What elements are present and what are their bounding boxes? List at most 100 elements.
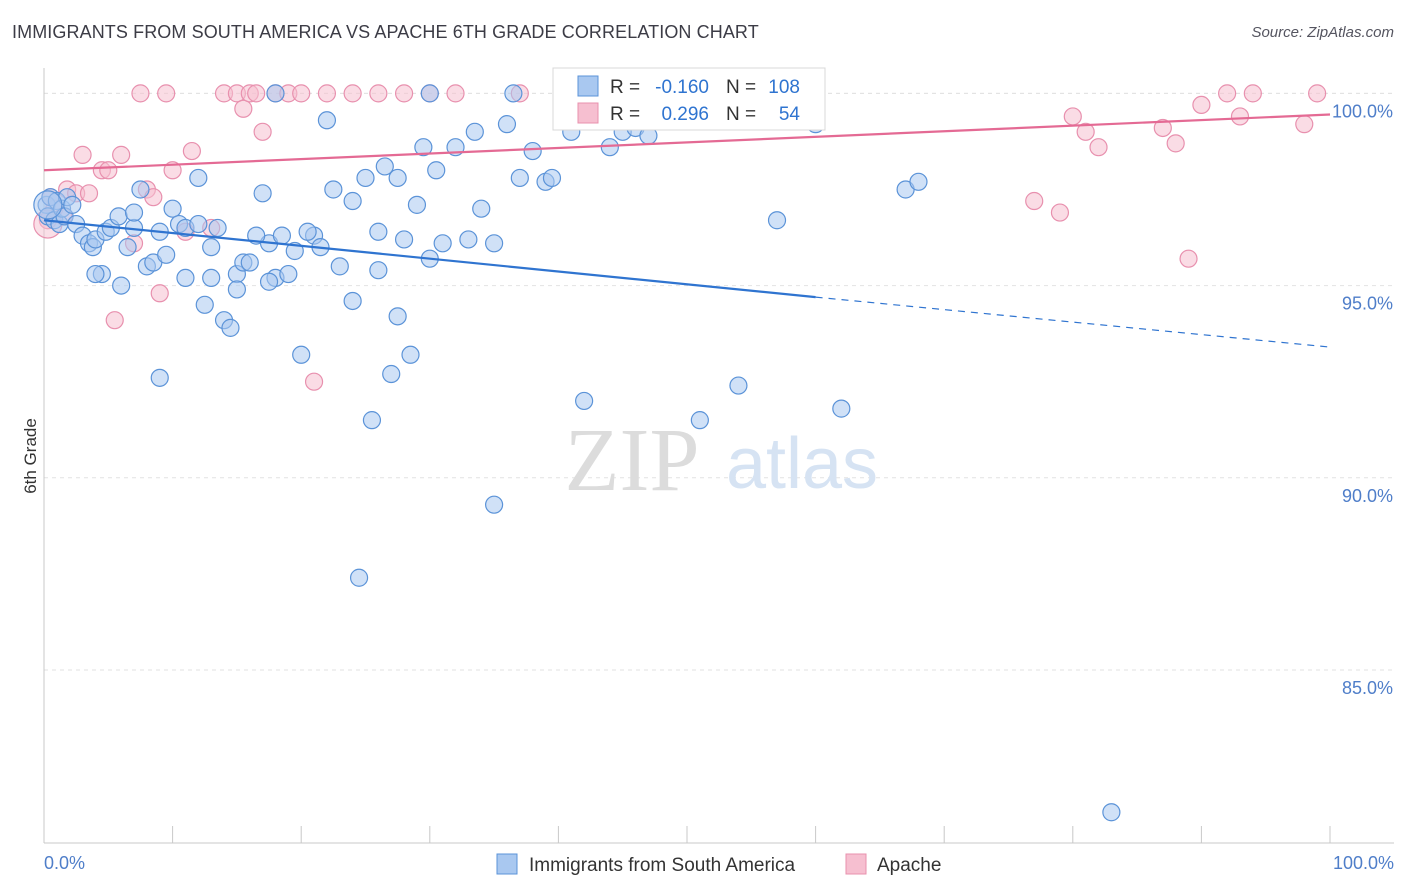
south-america-point <box>33 190 63 220</box>
apache-point <box>343 84 362 103</box>
x-axis-ticks <box>43 826 1331 843</box>
legend-label-apache: Apache <box>877 855 941 876</box>
apache-point <box>1089 138 1108 157</box>
apache-point <box>1179 249 1198 268</box>
south-america-point <box>382 364 401 384</box>
south-america-point <box>189 168 208 188</box>
y-tick-label: 95.0% <box>1342 294 1393 314</box>
legend-swatch-pink <box>577 102 599 124</box>
south-america-point <box>324 180 343 199</box>
south-america-point <box>272 226 292 245</box>
apache-point <box>1218 84 1237 103</box>
legend-swatch-south-america <box>496 853 518 875</box>
south-america-point <box>157 245 176 264</box>
apache-point <box>394 84 414 103</box>
apache-point <box>1076 122 1095 141</box>
south-america-point <box>150 368 169 387</box>
south-america-point <box>909 172 928 191</box>
source-credit: Source: ZipAtlas.com <box>1251 24 1394 41</box>
south-america-point <box>343 191 362 211</box>
grid-lines <box>44 92 1394 671</box>
legend-label-south-america: Immigrants from South America <box>529 855 796 876</box>
legend-n-value: 108 <box>768 77 800 98</box>
apache-point <box>150 284 169 303</box>
south-america-point <box>497 115 517 134</box>
apache-point <box>99 161 118 180</box>
series-legend: Immigrants from South America Apache <box>496 853 941 876</box>
south-america-point <box>86 264 105 284</box>
apache-point <box>247 84 266 103</box>
apache-point <box>131 84 150 103</box>
south-america-point <box>465 122 484 141</box>
south-america-point <box>298 222 317 241</box>
apache-point <box>1230 107 1250 126</box>
apache-point <box>446 84 465 103</box>
south-america-point <box>189 214 208 234</box>
south-america-point <box>427 161 446 180</box>
apache-point <box>369 84 388 103</box>
south-america-point <box>369 222 388 241</box>
south-america-point <box>202 238 221 257</box>
apache-point <box>157 84 176 103</box>
apache-trend-line <box>43 113 1331 172</box>
south-america-point <box>356 168 375 188</box>
legend-swatch-blue <box>577 75 599 97</box>
south-america-point <box>510 168 529 188</box>
y-tick-labels: 100.0% 95.0% 90.0% 85.0% <box>1332 101 1393 698</box>
south-america-point <box>349 568 369 587</box>
south-america-point <box>227 280 246 299</box>
apache-point <box>1308 84 1327 103</box>
legend-swatch-apache <box>845 853 867 875</box>
south-america-point <box>767 211 787 230</box>
y-tick-label: 90.0% <box>1342 486 1393 506</box>
south-america-point <box>124 203 144 222</box>
south-america-point <box>575 391 594 411</box>
south-america-point <box>317 111 337 130</box>
apache-point <box>112 145 131 164</box>
legend-r-label: R = <box>610 77 640 98</box>
apache-point <box>253 122 272 141</box>
south-america-point <box>343 291 362 311</box>
south-america-point <box>407 195 427 214</box>
south-america-point <box>176 268 195 287</box>
south-america-point <box>259 272 279 291</box>
south-america-point <box>292 345 311 364</box>
axes <box>43 68 1394 844</box>
apache-point <box>1050 203 1070 222</box>
y-tick-label: 85.0% <box>1342 678 1393 698</box>
apache-point <box>304 372 324 391</box>
south-america-point <box>118 238 137 257</box>
apache-point <box>1063 107 1082 126</box>
apache-point <box>1025 191 1044 211</box>
south-america-point <box>240 253 259 272</box>
apache-point <box>317 84 337 103</box>
south-america-point <box>472 199 491 218</box>
y-tick-label: 100.0% <box>1332 101 1393 121</box>
trend-lines <box>43 113 1331 348</box>
south-america-point <box>414 138 433 157</box>
legend-n-label: N = <box>726 104 756 125</box>
south-america-point <box>369 261 388 280</box>
south-america-point <box>401 345 420 364</box>
apache-point <box>79 184 99 203</box>
legend-n-value: 54 <box>779 104 801 125</box>
south-america-point <box>690 411 709 430</box>
south-america-point <box>1102 803 1121 822</box>
chart-title: IMMIGRANTS FROM SOUTH AMERICA VS APACHE … <box>12 22 759 42</box>
south-america-point <box>375 157 394 176</box>
south-america-point <box>362 411 382 430</box>
correlation-legend: R = -0.160 N = 108 R = 0.296 N = 54 <box>552 67 826 131</box>
apache-point <box>1192 95 1211 115</box>
south-america-point <box>266 84 285 103</box>
apache-point <box>1243 84 1262 103</box>
apache-point <box>292 84 311 103</box>
south-america-point <box>112 276 131 295</box>
south-america-point <box>330 257 349 276</box>
south-america-point <box>163 199 182 218</box>
watermark: ZIP atlas <box>565 411 879 510</box>
south-america-point <box>729 376 748 395</box>
apache-point <box>163 161 182 180</box>
x-tick-label-max: 100.0% <box>1333 853 1394 873</box>
legend-r-label: R = <box>610 104 640 125</box>
apache-point <box>105 311 124 330</box>
